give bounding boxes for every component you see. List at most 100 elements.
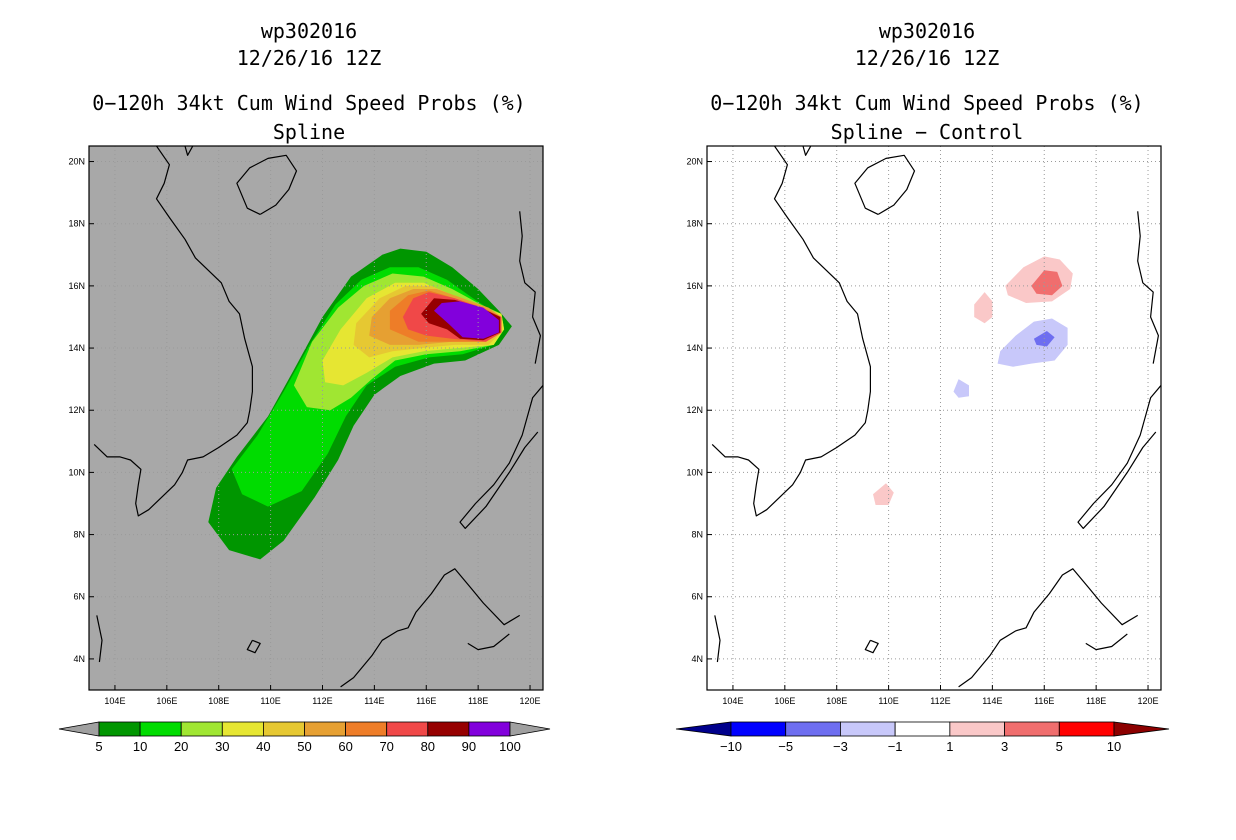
colorbar-box (427, 721, 470, 737)
colorbar-box (468, 721, 511, 737)
y-tick-label: 6N (691, 592, 703, 602)
y-tick-label: 4N (691, 654, 703, 664)
x-tick-label: 118E (468, 696, 488, 706)
colorbar-label: 90 (462, 739, 476, 754)
contour-90 (434, 301, 499, 339)
coastline (714, 615, 721, 663)
colorbar-label: 5 (1056, 739, 1063, 754)
contour-neg1 (953, 379, 969, 398)
coastline (864, 639, 879, 654)
colorbar-low-arrow (58, 721, 100, 737)
colorbar-label: −3 (833, 739, 848, 754)
storm-id-title: wp302016 (260, 19, 358, 43)
colorbar-box (221, 721, 264, 737)
y-tick-label: 18N (686, 219, 703, 229)
datetime-title: 12/26/16 12Z (854, 46, 1000, 70)
colorbar-label: 80 (421, 739, 435, 754)
coastline (340, 568, 521, 688)
colorbar-box (180, 721, 223, 737)
coastline (93, 146, 253, 517)
x-tick-label: 112E (312, 696, 332, 706)
subtitle: Spline − Control (830, 120, 1024, 144)
coastline (711, 146, 871, 517)
colorbar-box (1058, 721, 1115, 737)
gridlines (707, 146, 1161, 690)
contour-3 (1031, 270, 1063, 296)
x-tick-label: 104E (722, 696, 743, 706)
datetime-title: 12/26/16 12Z (236, 46, 382, 70)
colorbar-box (345, 721, 388, 737)
colorbar-label: 50 (297, 739, 311, 754)
product-title: 0−120h 34kt Cum Wind Speed Probs (%) (710, 91, 1144, 115)
colorbar-label: −10 (720, 739, 742, 754)
y-tick-label: 20N (686, 157, 703, 167)
gridlines (89, 146, 543, 690)
probability-map: 104E 106E 108E 110E 112E 114E 116E 118E 120E 4N 6N… (68, 145, 544, 706)
coastline (236, 154, 298, 215)
x-tick-label: 114E (364, 696, 384, 706)
contour-1 (974, 292, 993, 324)
colorbar-box (730, 721, 787, 737)
colorbar-label: −1 (888, 739, 903, 754)
colorbar-box (304, 721, 346, 737)
difference-panel: wp302016 12/26/16 12Z 0−120h 34kt Cum Wi… (618, 0, 1236, 800)
colorbar-box (840, 721, 896, 737)
coastline (1077, 385, 1161, 529)
colorbar-label: 30 (215, 739, 229, 754)
colorbar-high-arrow (1113, 721, 1170, 737)
coastline (958, 568, 1139, 688)
coastline (1137, 211, 1159, 364)
y-tick-label: 8N (73, 530, 85, 540)
y-tick-label: 18N (68, 219, 85, 229)
storm-id-title: wp302016 (878, 19, 976, 43)
colorbar-box (1004, 721, 1060, 737)
coastline (184, 146, 194, 156)
x-tick-label: 108E (208, 696, 229, 706)
coastline (802, 146, 812, 156)
colorbar-label: 10 (1107, 739, 1121, 754)
colorbar-box (894, 721, 951, 737)
x-tick-label: 118E (1086, 696, 1106, 706)
y-tick-label: 10N (686, 467, 703, 477)
colorbar-label: 40 (256, 739, 270, 754)
subtitle: Spline (272, 120, 346, 144)
plot-background (707, 146, 1161, 690)
contour-neg1 (997, 318, 1068, 367)
y-tick-label: 12N (68, 405, 85, 415)
colorbar-box (785, 721, 841, 737)
y-tick-label: 14N (68, 343, 85, 353)
coastline (246, 639, 261, 654)
colorbar: −10 −5 −3 −1 1 3 5 10 (675, 721, 1170, 754)
colorbar-label: 60 (338, 739, 352, 754)
coastlines (93, 146, 543, 688)
x-tick-label: 120E (1138, 696, 1159, 706)
contour-1 (873, 483, 894, 505)
colorbar-low-arrow (675, 721, 732, 737)
colorbar-label: 20 (174, 739, 188, 754)
x-tick-label: 106E (156, 696, 177, 706)
coastline (1085, 633, 1128, 651)
colorbar-label: 1 (946, 739, 953, 754)
plot-area (89, 146, 543, 690)
coastline (854, 154, 916, 215)
colorbar-label: 3 (1001, 739, 1008, 754)
x-tick-label: 106E (774, 696, 795, 706)
coastline (852, 146, 853, 147)
coastline (467, 633, 510, 651)
coastline (459, 385, 543, 529)
x-tick-label: 112E (930, 696, 950, 706)
coastline (519, 211, 541, 364)
colorbar-box (139, 721, 182, 737)
coastline (234, 146, 235, 147)
difference-map: 104E 106E 108E 110E 112E 114E 116E 118E 120E 4N 6N… (686, 145, 1162, 706)
x-tick-label: 108E (826, 696, 847, 706)
y-tick-label: 4N (73, 654, 85, 664)
y-tick-label: 6N (73, 592, 85, 602)
colorbar-label: 10 (133, 739, 147, 754)
plot-frame (88, 145, 544, 691)
y-tick-label: 16N (68, 281, 85, 291)
coastline (96, 615, 103, 663)
y-tick-label: 12N (686, 405, 703, 415)
y-tick-label: 16N (686, 281, 703, 291)
colorbar-label: 5 (95, 739, 102, 754)
